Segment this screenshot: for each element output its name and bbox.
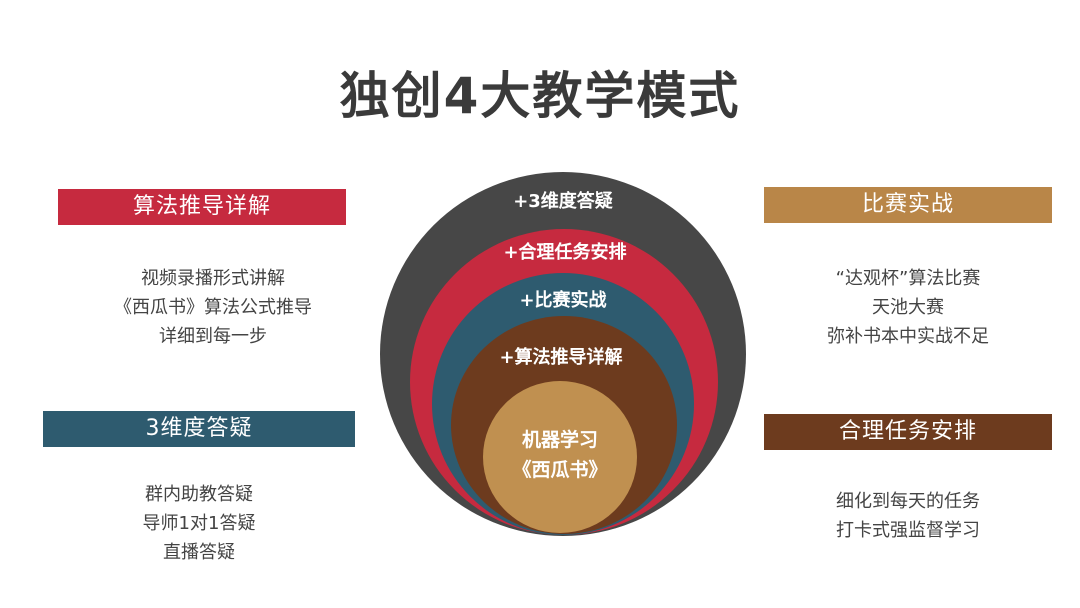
core-circle bbox=[483, 381, 637, 533]
ring-label-task: +合理任务安排 bbox=[503, 242, 627, 263]
core-text-line1: 机器学习 bbox=[521, 429, 598, 451]
desc-line: 天池大赛 bbox=[872, 297, 944, 318]
label-three-dimension-qa: 3维度答疑 bbox=[43, 411, 355, 447]
desc-algorithm-derivation: 视频录播形式讲解 《西瓜书》算法公式推导 详细到每一步 bbox=[58, 264, 368, 351]
core-text: 机器学习 《西瓜书》 bbox=[483, 425, 637, 485]
desc-line: 《西瓜书》算法公式推导 bbox=[114, 297, 312, 318]
desc-line: 视频录播形式讲解 bbox=[141, 268, 285, 289]
desc-line: 详细到每一步 bbox=[159, 326, 267, 347]
desc-line: 导师1对1答疑 bbox=[142, 513, 256, 534]
ring-label-qa: +3维度答疑 bbox=[513, 191, 613, 212]
ring-label-competition: +比赛实战 bbox=[519, 290, 607, 311]
core-text-line2: 《西瓜书》 bbox=[512, 459, 608, 481]
desc-line: 群内助教答疑 bbox=[145, 484, 253, 505]
desc-competition-practice: “达观杯”算法比赛 天池大赛 弥补书本中实战不足 bbox=[764, 264, 1052, 351]
ring-label-algorithm: +算法推导详解 bbox=[499, 347, 623, 368]
desc-line: 弥补书本中实战不足 bbox=[827, 326, 989, 347]
label-competition-practice: 比赛实战 bbox=[764, 187, 1052, 223]
page-title: 独创4大教学模式 bbox=[339, 67, 741, 125]
desc-line: 直播答疑 bbox=[163, 542, 235, 563]
desc-line: “达观杯”算法比赛 bbox=[835, 268, 981, 289]
desc-line: 打卡式强监督学习 bbox=[836, 520, 980, 541]
label-algorithm-derivation: 算法推导详解 bbox=[58, 189, 346, 225]
desc-task-arrangement: 细化到每天的任务 打卡式强监督学习 bbox=[764, 487, 1052, 545]
desc-line: 细化到每天的任务 bbox=[836, 491, 980, 512]
desc-three-dimension-qa: 群内助教答疑 导师1对1答疑 直播答疑 bbox=[43, 480, 355, 567]
label-task-arrangement: 合理任务安排 bbox=[764, 414, 1052, 450]
